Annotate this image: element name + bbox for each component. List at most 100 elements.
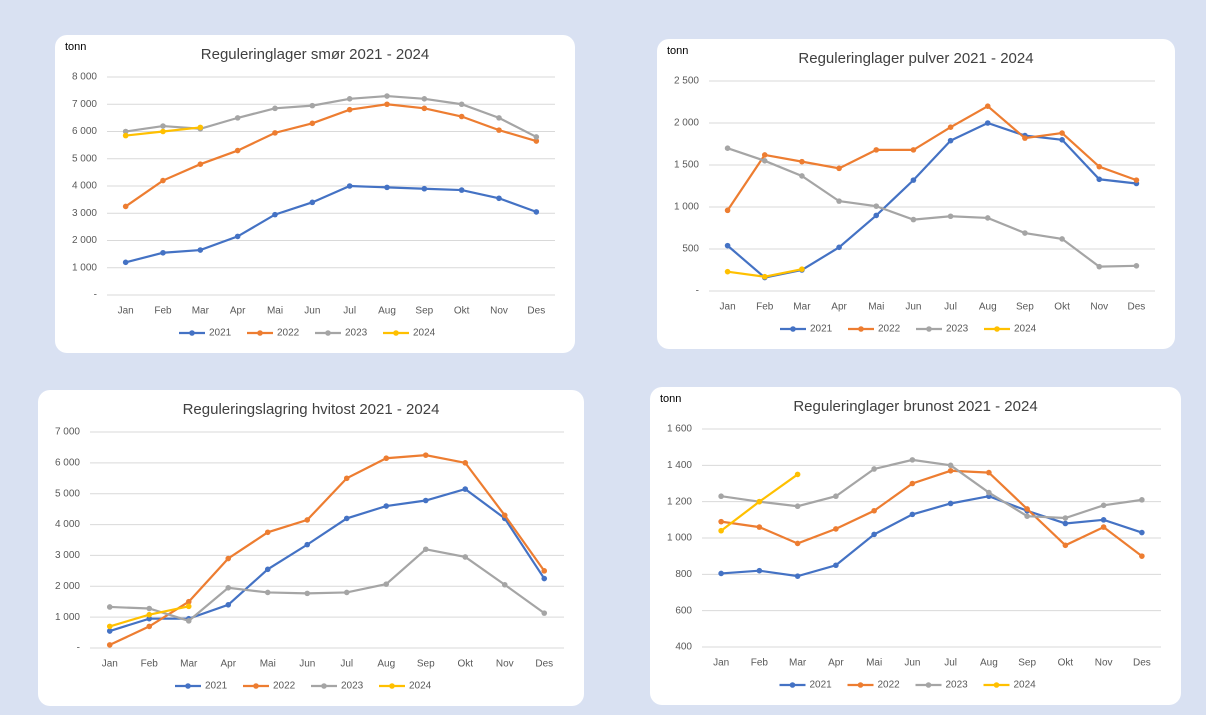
legend-label: 2022 xyxy=(277,328,300,339)
x-tick-label: Des xyxy=(535,659,553,670)
legend-label: 2022 xyxy=(273,681,296,692)
data-point xyxy=(458,113,465,120)
y-tick-label: 1 000 xyxy=(667,533,692,544)
y-tick-label: 1 000 xyxy=(674,202,699,213)
data-point xyxy=(986,489,992,496)
x-tick-label: Jul xyxy=(340,659,353,670)
legend-label: 2024 xyxy=(409,681,432,692)
data-point xyxy=(122,203,129,210)
data-point xyxy=(947,462,954,469)
x-tick-label: Apr xyxy=(831,302,847,313)
data-point xyxy=(724,268,731,275)
data-point xyxy=(160,123,166,129)
data-point xyxy=(225,555,232,562)
x-tick-label: Aug xyxy=(980,658,998,669)
data-point xyxy=(122,128,129,135)
data-point xyxy=(1133,177,1140,183)
data-point xyxy=(541,568,548,574)
data-point xyxy=(496,195,502,202)
data-point xyxy=(185,618,192,624)
data-point xyxy=(106,623,113,630)
x-tick-label: Sep xyxy=(1016,302,1034,313)
data-point xyxy=(1100,502,1107,509)
legend-label: 2021 xyxy=(205,681,228,692)
x-tick-label: Mai xyxy=(868,302,884,313)
x-tick-label: Sep xyxy=(417,659,435,670)
data-point xyxy=(756,567,763,574)
data-point xyxy=(718,518,724,525)
y-tick-label: 4 000 xyxy=(55,519,80,530)
legend-marker xyxy=(321,683,327,689)
legend-label: 2023 xyxy=(946,324,969,335)
card-background xyxy=(55,35,575,353)
legend-label: 2024 xyxy=(1014,324,1037,335)
y-tick-label: 1 200 xyxy=(667,496,692,507)
data-point xyxy=(1062,542,1069,549)
data-point xyxy=(761,152,768,158)
data-point xyxy=(1059,130,1065,136)
data-point xyxy=(836,244,842,251)
x-tick-label: Mar xyxy=(192,306,210,317)
data-point xyxy=(264,589,271,596)
y-tick-label: 3 000 xyxy=(72,208,97,219)
data-point xyxy=(910,147,917,153)
y-axis-label: tonn xyxy=(660,393,681,405)
y-tick-label: 4 000 xyxy=(72,181,97,192)
data-point xyxy=(1096,163,1103,170)
x-tick-label: Nov xyxy=(1090,302,1108,313)
legend-marker xyxy=(389,683,395,689)
data-point xyxy=(458,187,465,193)
data-point xyxy=(947,467,954,474)
chart-card: Reguleringlager brunost 2021 - 2024 tonn 4… xyxy=(650,387,1181,705)
data-point xyxy=(309,199,316,206)
data-point xyxy=(873,203,880,209)
data-point xyxy=(756,498,763,505)
data-point xyxy=(799,173,805,179)
data-point xyxy=(724,145,731,151)
data-point xyxy=(343,515,350,522)
x-tick-label: Des xyxy=(527,306,545,317)
y-tick-label: - xyxy=(94,290,97,301)
legend-label: 2021 xyxy=(810,324,833,335)
data-point xyxy=(910,216,917,223)
legend-marker xyxy=(925,682,932,688)
data-point xyxy=(197,124,204,131)
x-tick-label: Feb xyxy=(756,302,774,313)
data-point xyxy=(272,211,278,218)
data-point xyxy=(1100,524,1107,530)
data-point xyxy=(309,120,316,127)
data-point xyxy=(421,185,428,192)
y-tick-label: 6 000 xyxy=(72,126,97,137)
x-tick-label: Aug xyxy=(378,306,396,317)
data-point xyxy=(197,247,204,253)
data-point xyxy=(1059,137,1065,143)
data-point xyxy=(496,115,502,121)
data-point xyxy=(799,266,805,272)
data-point xyxy=(384,93,390,99)
legend-marker xyxy=(926,326,932,332)
x-tick-label: Jun xyxy=(905,302,921,313)
data-point xyxy=(197,161,204,167)
x-tick-label: Mar xyxy=(793,302,811,313)
data-point xyxy=(794,471,801,478)
x-tick-label: Des xyxy=(1128,302,1146,313)
data-point xyxy=(272,130,278,136)
data-point xyxy=(272,105,278,112)
legend-marker xyxy=(393,330,399,336)
x-tick-label: Apr xyxy=(220,659,236,670)
data-point xyxy=(304,517,311,523)
y-tick-label: 7 000 xyxy=(55,427,80,438)
data-point xyxy=(458,101,465,108)
data-point xyxy=(421,96,428,102)
data-point xyxy=(541,610,548,616)
legend-marker xyxy=(858,326,864,332)
y-tick-label: 1 400 xyxy=(667,460,692,471)
legend-label: 2021 xyxy=(810,680,833,691)
y-axis-label: tonn xyxy=(667,45,688,57)
series-line xyxy=(720,458,1143,520)
data-point xyxy=(1024,506,1030,512)
data-point xyxy=(873,212,880,219)
data-point xyxy=(462,554,469,560)
x-tick-label: Mar xyxy=(789,658,807,669)
